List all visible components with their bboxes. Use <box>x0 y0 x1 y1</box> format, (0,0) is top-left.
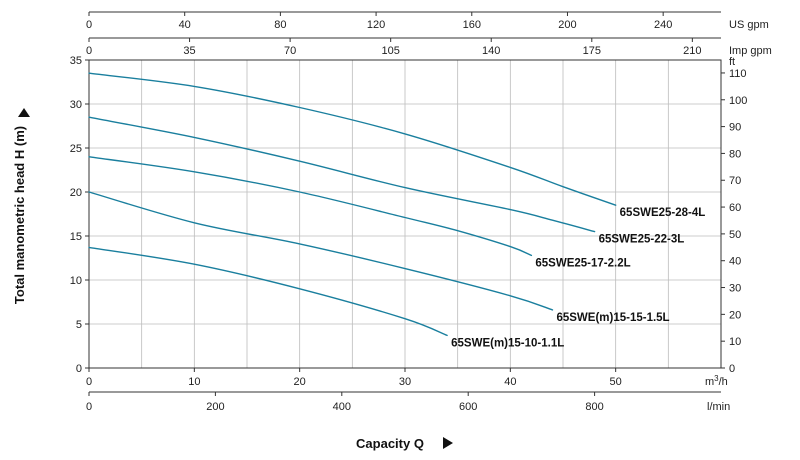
x-tick-label: 50 <box>610 376 622 388</box>
x-usgpm-tick-label: 120 <box>367 19 385 31</box>
curve-labels: 65SWE25-28-4L 65SWE25-22-3L 65SWE25-17-2.2… <box>451 207 705 349</box>
x-impgpm-tick-label: 175 <box>583 45 601 57</box>
x-tick-label: 20 <box>294 376 306 388</box>
x-impgpm-tick-label: 70 <box>284 45 296 57</box>
x-impgpm-tick-label: 35 <box>183 45 195 57</box>
x-axis-arrow-icon <box>443 437 453 449</box>
x-usgpm-tick-label: 80 <box>274 19 286 31</box>
y-tick-label: 20 <box>70 187 82 199</box>
x-tick-label: 40 <box>504 376 516 388</box>
x-lmin-tick-label: 0 <box>86 401 92 413</box>
y-ft-tick-label: 60 <box>729 202 741 214</box>
x-lmin-tick-label: 600 <box>459 401 477 413</box>
y-ft-tick-label: 0 <box>729 363 735 375</box>
y-axis-arrow-icon <box>18 108 30 117</box>
x-tick-label: 0 <box>86 376 92 388</box>
series-label-1: 65SWE25-28-4L <box>620 207 706 219</box>
x-usgpm-unit: US gpm <box>729 19 769 31</box>
y-tick-label: 15 <box>70 231 82 243</box>
curves <box>88 72 617 337</box>
series-line-1 <box>88 72 617 206</box>
y-ft-tick-label: 70 <box>729 175 741 187</box>
x-usgpm-tick-label: 200 <box>558 19 576 31</box>
series-line-4 <box>88 191 554 311</box>
y-axis-title: Total manometric head H (m) <box>12 126 27 304</box>
y-ft-unit: ft <box>729 56 735 68</box>
x-lmin-unit: l/min <box>707 401 730 413</box>
x-lmin-tick-label: 400 <box>333 401 351 413</box>
y-ft-tick-label: 80 <box>729 148 741 160</box>
x-usgpm-tick-label: 160 <box>463 19 481 31</box>
y-ft-tick-label: 20 <box>729 309 741 321</box>
y-ft-tick-label: 110 <box>729 68 747 80</box>
y-ft-tick-label: 40 <box>729 256 741 268</box>
x-tick-label: 30 <box>399 376 411 388</box>
y-tick-label: 30 <box>70 99 82 111</box>
series-label-4: 65SWE(m)15-15-1.5L <box>556 312 669 324</box>
y-ft-tick-label: 100 <box>729 95 747 107</box>
series-label-5: 65SWE(m)15-10-1.1L <box>451 337 564 349</box>
y-tick-label: 25 <box>70 143 82 155</box>
axes: 051015202530350102030405060708090100110f… <box>70 11 772 413</box>
x-unit-m3h: m3/h <box>705 374 728 388</box>
x-lmin-tick-label: 800 <box>585 401 603 413</box>
y-tick-label: 5 <box>76 319 82 331</box>
x-usgpm-tick-label: 40 <box>179 19 191 31</box>
x-impgpm-tick-label: 105 <box>381 45 399 57</box>
x-usgpm-tick-label: 0 <box>86 19 92 31</box>
y-tick-label: 35 <box>70 55 82 67</box>
x-impgpm-unit: Imp gpm <box>729 45 772 57</box>
series-line-3 <box>88 156 533 257</box>
x-usgpm-tick-label: 240 <box>654 19 672 31</box>
series-line-5 <box>88 246 448 337</box>
x-impgpm-tick-label: 140 <box>482 45 500 57</box>
y-ft-tick-label: 10 <box>729 336 741 348</box>
series-line-2 <box>88 116 596 233</box>
y-ft-tick-label: 30 <box>729 283 741 295</box>
x-unit-superscript: 3 <box>714 374 719 383</box>
y-ft-tick-label: 90 <box>729 122 741 134</box>
x-axis-title: Capacity Q <box>356 436 424 451</box>
x-tick-label: 10 <box>188 376 200 388</box>
y-ft-tick-label: 50 <box>729 229 741 241</box>
x-impgpm-tick-label: 0 <box>86 45 92 57</box>
y-tick-label: 0 <box>76 363 82 375</box>
x-unit-tail: /h <box>719 376 728 388</box>
series-label-2: 65SWE25-22-3L <box>599 234 685 246</box>
y-tick-label: 10 <box>70 275 82 287</box>
x-lmin-tick-label: 200 <box>206 401 224 413</box>
series-label-3: 65SWE25-17-2.2L <box>535 257 630 269</box>
x-impgpm-tick-label: 210 <box>683 45 701 57</box>
